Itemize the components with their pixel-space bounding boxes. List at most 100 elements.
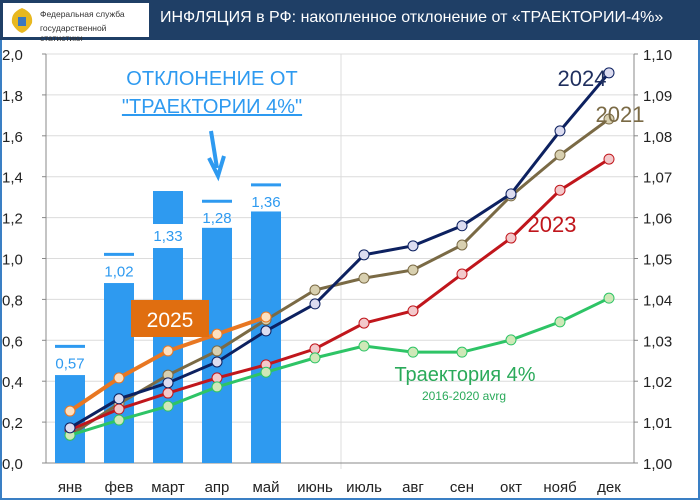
bar-label: 1,33 — [153, 228, 182, 245]
data-point — [309, 298, 321, 310]
data-point — [603, 153, 615, 165]
right-tick-label: 1,09 — [643, 88, 672, 105]
series-sublabel-trajectory: 2016-2020 avrg — [422, 389, 506, 403]
data-point — [554, 316, 566, 328]
data-point — [407, 305, 419, 317]
bar-label-bg — [151, 224, 185, 249]
data-point — [505, 232, 517, 244]
right-tick-label: 1,08 — [643, 129, 672, 146]
bar-label: 0,57 — [55, 355, 84, 372]
data-point — [456, 220, 468, 232]
left-tick-label: 0,0 — [2, 456, 23, 473]
x-tick-label: окт — [500, 479, 522, 496]
x-tick-label: июнь — [297, 479, 333, 496]
series-label-trajectory: Траектория 4% — [394, 364, 535, 386]
data-point — [162, 377, 174, 389]
data-point — [456, 346, 468, 358]
data-point — [211, 345, 223, 357]
data-point — [407, 240, 419, 252]
bar-label: 1,28 — [202, 210, 231, 227]
annotation-line1: ОТКЛОНЕНИЕ ОТ — [126, 68, 297, 90]
series-line-Траектория 4% — [69, 296, 610, 437]
data-point — [456, 268, 468, 280]
data-point — [456, 239, 468, 251]
right-tick-label: 1,07 — [643, 170, 672, 187]
data-point — [162, 400, 174, 412]
data-point — [309, 352, 321, 364]
series-label-2025-box — [131, 300, 209, 337]
left-tick-label: 0,4 — [2, 374, 23, 391]
x-tick-label: авг — [402, 479, 424, 496]
series-label-2021: 2021 — [596, 102, 645, 127]
data-point — [603, 292, 615, 304]
data-point — [260, 311, 272, 323]
left-tick-label: 0,6 — [2, 333, 23, 350]
left-tick-label: 0,8 — [2, 292, 23, 309]
right-tick-label: 1,05 — [643, 252, 672, 269]
emblem-icon — [11, 8, 33, 33]
x-tick-label: июль — [346, 479, 382, 496]
data-point — [505, 188, 517, 200]
right-tick-label: 1,02 — [643, 374, 672, 391]
left-tick-label: 1,8 — [2, 88, 23, 105]
series-line-2021 — [69, 117, 610, 437]
data-point — [554, 184, 566, 196]
series-label-2025: 2025 — [147, 309, 194, 332]
bar-label: 1,02 — [104, 263, 133, 280]
data-point — [309, 284, 321, 296]
data-point — [603, 113, 615, 125]
left-tick-label: 2,0 — [2, 47, 23, 64]
data-point — [407, 346, 419, 358]
logo-line2: государственной статистики — [40, 23, 107, 43]
data-point — [554, 125, 566, 137]
data-point — [64, 422, 76, 434]
chart-title: ИНФЛЯЦИЯ в РФ: накопленное отклонение от… — [160, 9, 664, 26]
annotation-line2: "ТРАЕКТОРИИ 4%" — [122, 96, 302, 118]
left-tick-label: 0,2 — [2, 415, 23, 432]
data-point — [113, 403, 125, 415]
series-line-2024 — [69, 71, 611, 430]
arrow-icon — [207, 130, 226, 182]
data-point — [358, 317, 370, 329]
left-tick-label: 1,6 — [2, 129, 23, 146]
series-line-2023 — [69, 157, 610, 432]
data-point — [260, 366, 272, 378]
bar-label: 1,36 — [251, 194, 280, 211]
series-label-2023: 2023 — [528, 212, 577, 237]
data-point — [211, 381, 223, 393]
data-point — [113, 372, 125, 384]
data-point — [113, 393, 125, 405]
left-tick-label: 1,2 — [2, 211, 23, 228]
data-point — [554, 149, 566, 161]
bar — [55, 375, 85, 463]
data-point — [211, 328, 223, 340]
data-point — [358, 272, 370, 284]
right-tick-label: 1,01 — [643, 415, 672, 432]
x-tick-label: дек — [597, 479, 621, 496]
x-tick-label: апр — [205, 479, 230, 496]
data-point — [358, 340, 370, 352]
data-point — [64, 405, 76, 417]
x-tick-label: март — [151, 479, 185, 496]
x-tick-label: сен — [450, 479, 474, 496]
right-tick-label: 1,10 — [643, 47, 672, 64]
data-point — [407, 264, 419, 276]
x-tick-label: фев — [105, 479, 134, 496]
right-tick-label: 1,00 — [643, 456, 672, 473]
right-tick-label: 1,04 — [643, 292, 672, 309]
data-point — [505, 334, 517, 346]
data-point — [260, 325, 272, 337]
x-tick-label: май — [252, 479, 279, 496]
left-tick-label: 1,4 — [2, 170, 23, 187]
right-tick-label: 1,03 — [643, 333, 672, 350]
series-label-2024: 2024 — [558, 66, 607, 91]
data-point — [113, 414, 125, 426]
right-tick-label: 1,06 — [643, 211, 672, 228]
data-point — [162, 387, 174, 399]
rosstat-logo: Федеральная служба государственной стати… — [3, 3, 149, 43]
data-point — [603, 67, 615, 79]
logo-line1: Федеральная служба — [40, 9, 125, 19]
header: Федеральная служба государственной стати… — [0, 0, 700, 43]
data-point — [358, 249, 370, 261]
